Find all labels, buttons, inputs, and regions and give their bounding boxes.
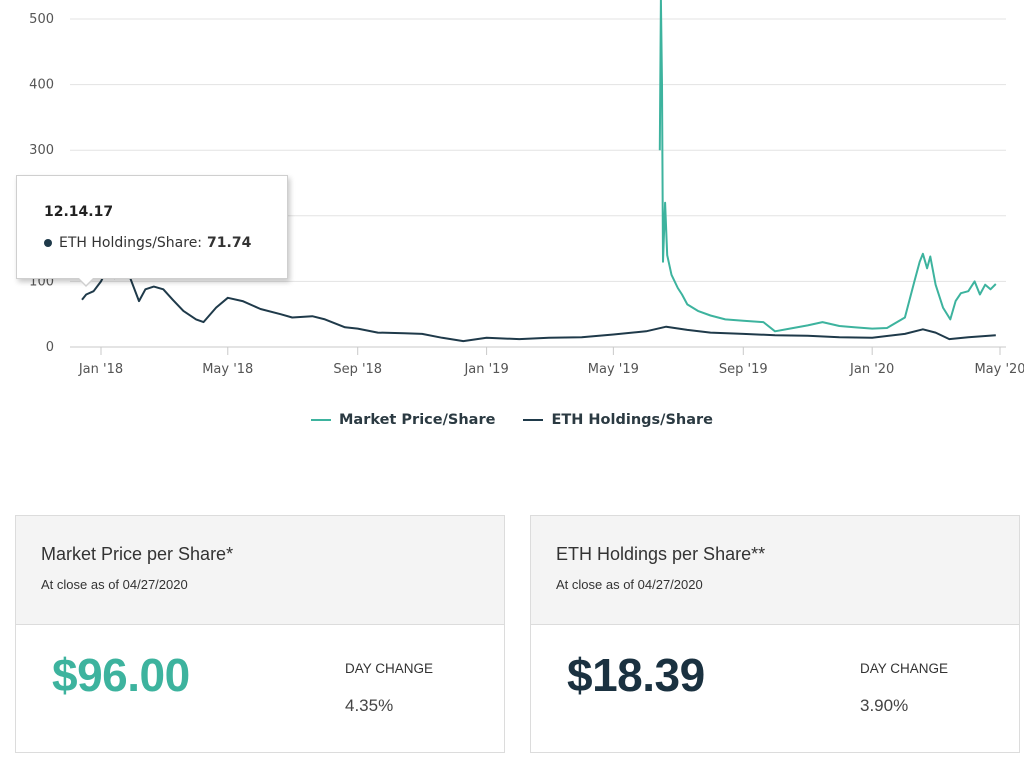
card-header: ETH Holdings per Share** At close as of … <box>531 516 1019 625</box>
market-price-card: Market Price per Share* At close as of 0… <box>15 515 505 753</box>
x-tick-label: May '19 <box>588 362 639 377</box>
tooltip-arrow-inner <box>78 277 94 285</box>
eth-holdings-value: $18.39 <box>567 649 705 701</box>
y-tick-label: 500 <box>29 12 54 27</box>
series-line-eth-holdings <box>81 260 996 343</box>
y-tick-label: 300 <box>29 143 54 158</box>
legend-label-market-price: Market Price/Share <box>338 412 496 428</box>
card-subtitle: At close as of 04/27/2020 <box>41 577 188 592</box>
chart-tooltip: 12.14.17 ETH Holdings/Share: 71.74 <box>16 175 288 287</box>
x-tick-label: May '18 <box>202 362 253 377</box>
tooltip-value: 71.74 <box>207 235 252 251</box>
x-tick-label: Jan '18 <box>78 362 123 377</box>
day-change-value: 4.35% <box>345 696 394 715</box>
tooltip-row: ETH Holdings/Share: 71.74 <box>44 235 251 251</box>
y-tick-label: 400 <box>29 78 54 93</box>
x-tick-label: Sep '18 <box>333 362 382 377</box>
legend-swatch-market-price <box>310 419 331 421</box>
card-header: Market Price per Share* At close as of 0… <box>16 516 504 625</box>
tooltip-series-name: ETH Holdings/Share: <box>59 235 203 251</box>
card-title: Market Price per Share* <box>41 544 234 564</box>
legend-item-eth-holdings[interactable]: ETH Holdings/Share <box>523 412 713 428</box>
y-tick-label: 0 <box>46 340 54 355</box>
card-title: ETH Holdings per Share** <box>556 544 766 564</box>
day-change-value: 3.90% <box>860 696 909 715</box>
series-line-market-price <box>658 0 997 333</box>
x-tick-label: May '20 <box>974 362 1024 377</box>
x-tick-label: Jan '19 <box>463 362 508 377</box>
x-axis: Jan '18 May '18 Sep '18 Jan '19 May '19 Sep '… <box>78 347 1024 377</box>
market-price-value: $96.00 <box>52 649 190 701</box>
tooltip-series-dot <box>44 239 52 247</box>
day-change-label: DAY CHANGE <box>345 661 434 676</box>
chart-lines <box>81 0 997 343</box>
legend-item-market-price[interactable]: Market Price/Share <box>310 412 496 428</box>
chart-legend: Market Price/Share ETH Holdings/Share <box>0 412 1024 428</box>
eth-holdings-card: ETH Holdings per Share** At close as of … <box>530 515 1020 753</box>
y-axis: 0100200300400500 <box>29 12 54 355</box>
day-change-label: DAY CHANGE <box>860 661 949 676</box>
card-subtitle: At close as of 04/27/2020 <box>556 577 703 592</box>
legend-swatch-eth-holdings <box>523 419 544 421</box>
x-tick-label: Sep '19 <box>719 362 768 377</box>
x-tick-label: Jan '20 <box>849 362 894 377</box>
legend-label-eth-holdings: ETH Holdings/Share <box>551 412 713 428</box>
tooltip-date: 12.14.17 <box>44 204 114 220</box>
